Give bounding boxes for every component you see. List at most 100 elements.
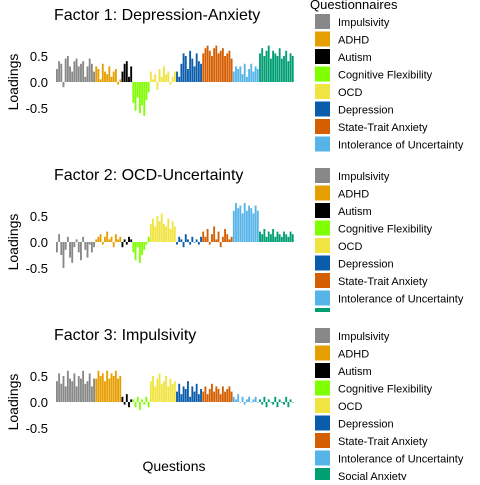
legend-label: OCD: [338, 87, 363, 99]
bar: [184, 234, 187, 242]
bar: [145, 82, 148, 101]
bar: [267, 45, 270, 82]
bar: [224, 391, 226, 402]
bar: [90, 63, 93, 82]
bar: [217, 53, 220, 82]
bar: [128, 76, 130, 82]
bar: [261, 234, 264, 242]
bar: [206, 45, 209, 82]
bar: [219, 50, 222, 82]
bar: [69, 242, 71, 258]
bar: [75, 239, 78, 242]
bar: [213, 391, 216, 402]
legend-label: Social Anxiety: [338, 311, 407, 323]
shared-x-axis-label: Questions: [142, 458, 205, 474]
bar: [101, 373, 104, 402]
legend-title: Questionnaires: [310, 0, 398, 12]
bar: [99, 376, 102, 402]
bar: [289, 231, 292, 242]
bar: [189, 396, 192, 402]
bar: [77, 376, 80, 402]
bar: [58, 234, 61, 242]
bar: [287, 61, 290, 82]
bar: [77, 242, 80, 253]
bar: [280, 58, 283, 82]
bar: [254, 396, 257, 402]
bar: [269, 58, 272, 82]
bar: [169, 378, 172, 402]
bar: [254, 205, 257, 242]
bar: [287, 236, 290, 242]
legend-panel-3: Impulsivity ADHD Autism Cognitive Flexibili…: [315, 328, 464, 480]
bar: [130, 239, 133, 242]
bar: [256, 402, 259, 403]
bar: [184, 389, 187, 402]
bar: [128, 236, 130, 242]
legend-label: Cognitive Flexibility: [338, 224, 433, 236]
bar: [149, 223, 152, 242]
bar: [173, 381, 176, 402]
bar: [136, 396, 139, 402]
bar: [95, 239, 98, 242]
bar: [125, 61, 128, 82]
y-tick-label: 0.0: [30, 75, 48, 90]
bar: [191, 236, 194, 242]
legend-swatch: [315, 238, 330, 253]
bar: [208, 242, 211, 245]
bar: [230, 236, 233, 242]
legend-label: Depression: [338, 419, 394, 431]
bar: [178, 236, 181, 242]
bar: [243, 402, 246, 405]
legend-label: Cognitive Flexibility: [338, 384, 433, 396]
bar: [224, 229, 226, 242]
bar: [187, 239, 189, 242]
bar: [278, 234, 281, 242]
bar: [75, 58, 78, 82]
y-tick-label: 0.5: [30, 49, 48, 64]
bar: [156, 216, 159, 242]
bar: [56, 381, 58, 402]
bar: [66, 236, 69, 242]
bar: [211, 56, 213, 82]
bar: [88, 58, 91, 82]
bar: [178, 383, 181, 402]
bar: [221, 236, 224, 242]
bar: [134, 82, 137, 111]
legend-label: Impulsivity: [338, 171, 390, 183]
legend-label: OCD: [338, 241, 363, 253]
bar: [283, 231, 285, 242]
bar: [197, 242, 200, 245]
legend-label: Autism: [338, 206, 372, 218]
bar: [191, 58, 194, 82]
bar: [123, 239, 126, 242]
bar: [239, 205, 242, 242]
bar: [71, 242, 74, 263]
bar: [97, 69, 100, 82]
bar: [165, 74, 168, 82]
bar: [62, 82, 65, 88]
legend-label: Cognitive Flexibility: [338, 70, 433, 82]
bar: [259, 399, 261, 402]
legend-swatch: [315, 380, 330, 396]
bar: [267, 231, 270, 242]
bar: [86, 242, 89, 258]
bar: [152, 218, 154, 242]
legend-panel-2: Impulsivity ADHD Autism Cognitive Flexibili…: [315, 168, 464, 323]
bar: [265, 236, 268, 242]
bar: [204, 48, 207, 82]
bar: [101, 63, 104, 82]
y-tick-label: -0.5: [26, 261, 48, 276]
bar: [228, 386, 231, 402]
bar: [228, 50, 231, 82]
bar: [173, 226, 176, 242]
bar: [130, 66, 133, 82]
bar: [226, 53, 229, 82]
bar: [104, 71, 106, 82]
bar: [173, 71, 176, 82]
bar: [265, 402, 268, 408]
bar: [149, 71, 152, 82]
bar: [206, 229, 209, 242]
bar: [285, 234, 288, 242]
bar: [250, 208, 253, 242]
